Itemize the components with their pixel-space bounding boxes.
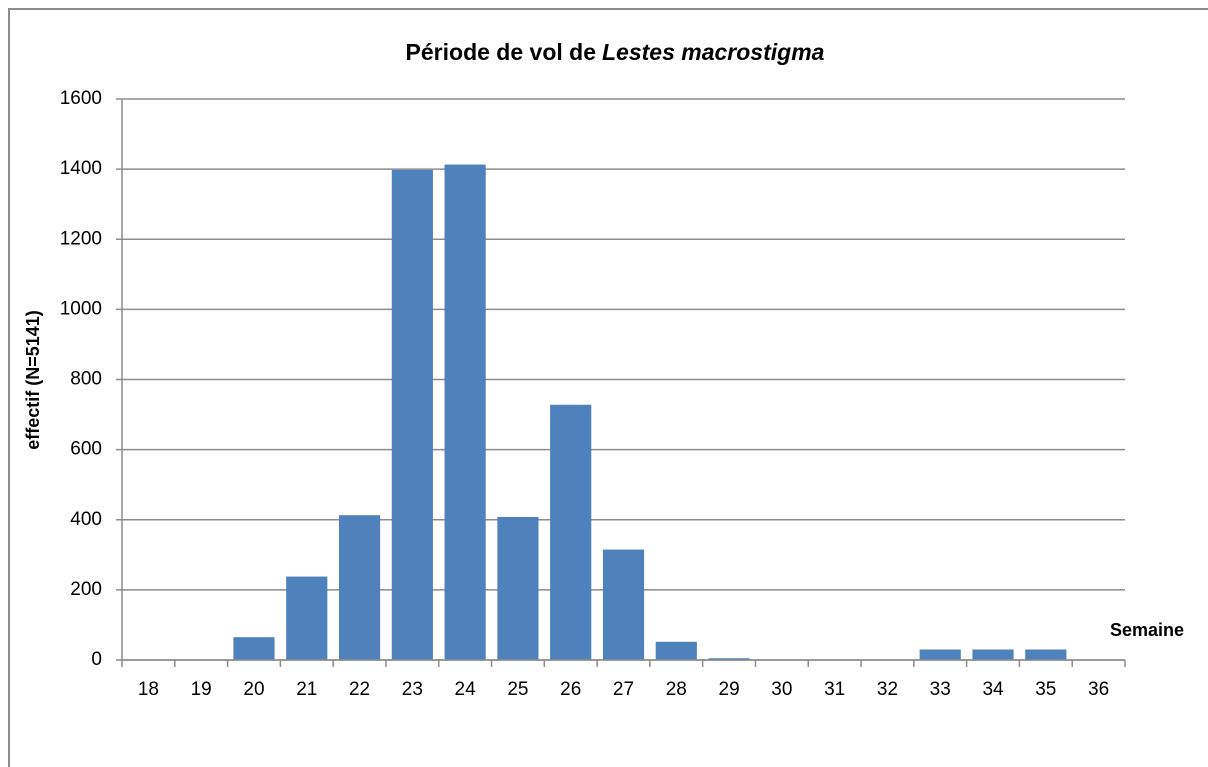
bar [550, 404, 592, 660]
bar [972, 649, 1014, 660]
bar [1025, 649, 1067, 660]
x-tick-label: 18 [138, 679, 159, 700]
y-tick-label: 1600 [60, 88, 102, 109]
y-tick-label: 800 [70, 369, 102, 390]
x-tick-label: 23 [402, 679, 423, 700]
x-tick-label: 24 [455, 679, 477, 700]
bar [391, 169, 433, 661]
bar [919, 649, 961, 660]
x-tick-label: 34 [982, 679, 1004, 700]
x-tick-label: 28 [666, 679, 687, 700]
y-tick-label: 0 [91, 649, 102, 670]
y-tick-label: 400 [70, 509, 102, 530]
x-tick-label: 20 [243, 679, 264, 700]
x-tick-label: 35 [1035, 679, 1056, 700]
x-tick-label: 21 [296, 679, 317, 700]
x-tick-label: 22 [349, 679, 370, 700]
x-tick-label: 19 [191, 679, 212, 700]
x-tick-label: 33 [930, 679, 951, 700]
bar [233, 637, 275, 660]
y-tick-label: 1000 [60, 298, 102, 319]
x-tick-label: 30 [771, 679, 792, 700]
x-tick-label: 29 [719, 679, 740, 700]
y-tick-label: 200 [70, 579, 102, 600]
bar [655, 641, 697, 660]
x-tick-label: 27 [613, 679, 634, 700]
x-axis-title: Semaine [1110, 620, 1184, 640]
x-tick-label: 26 [560, 679, 581, 700]
y-tick-label: 1200 [60, 228, 102, 249]
bar [708, 658, 750, 660]
chart-title: Période de vol de Lestes macrostigma [406, 39, 825, 65]
x-tick-label: 31 [824, 679, 845, 700]
bar [497, 516, 539, 660]
bar [602, 549, 645, 660]
y-axis-title: effectif (N=5141) [23, 310, 43, 450]
title-text: Période de vol de [406, 39, 596, 65]
x-tick-label: 25 [507, 679, 528, 700]
title-italic: Lestes macrostigma [602, 39, 825, 65]
bar [444, 164, 486, 660]
bar [338, 515, 381, 660]
y-tick-label: 600 [70, 439, 102, 460]
x-tick-label: 32 [877, 679, 898, 700]
y-tick-label: 1400 [60, 158, 102, 179]
bar [286, 576, 328, 660]
x-tick-label: 36 [1088, 679, 1109, 700]
